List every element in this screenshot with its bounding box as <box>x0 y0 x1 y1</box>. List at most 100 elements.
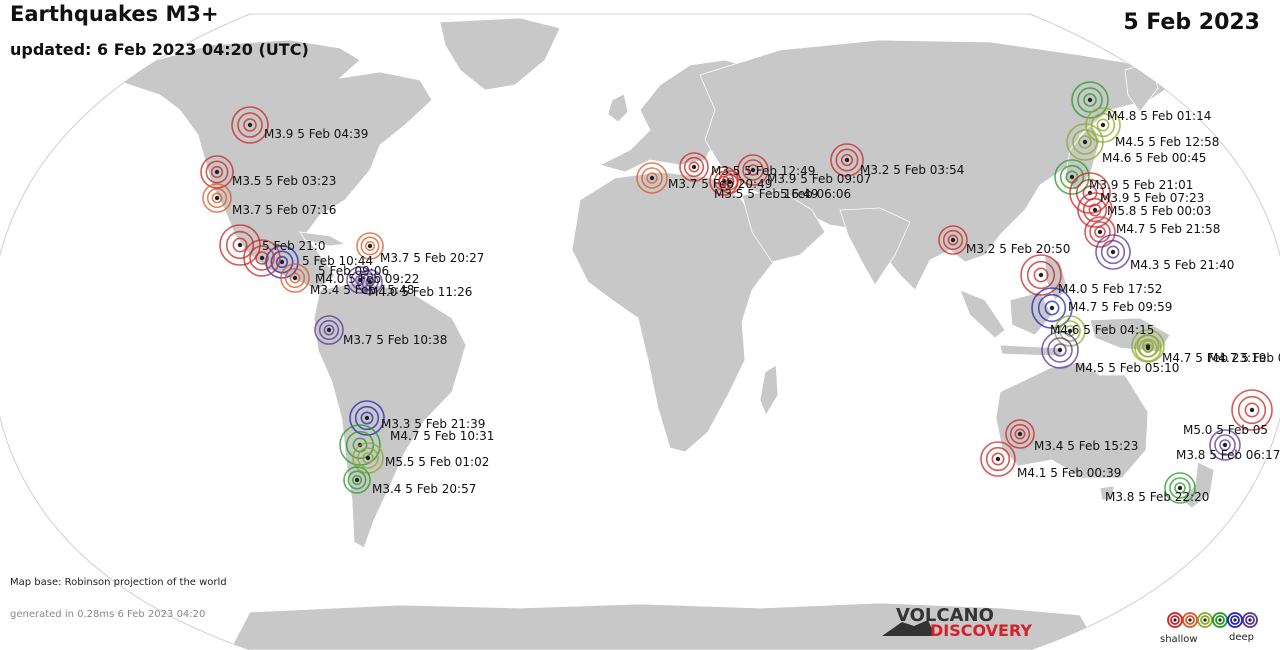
earthquake-ring <box>947 234 959 246</box>
earthquake-marker[interactable] <box>349 400 385 436</box>
earthquake-ring <box>1096 118 1110 132</box>
earthquake-ring <box>360 411 374 425</box>
britain-land <box>607 93 629 123</box>
earthquake-label: M3.5 5 Feb 16:49 <box>714 187 818 201</box>
earthquake-marker[interactable] <box>343 466 371 494</box>
earthquake-ring <box>202 183 232 213</box>
earthquake-marker[interactable] <box>1020 254 1062 296</box>
earthquake-ring <box>1095 234 1131 270</box>
earthquake-label: M3.7 5 Feb 20:49 <box>668 177 772 191</box>
arabia-land <box>741 189 826 263</box>
earthquake-marker[interactable] <box>1134 334 1162 362</box>
earthquake-ring <box>1094 226 1106 238</box>
earthquake-marker[interactable] <box>1084 216 1116 248</box>
earthquake-marker[interactable] <box>737 154 769 186</box>
earthquake-marker[interactable] <box>356 232 384 260</box>
earthquake-ring <box>835 148 859 172</box>
earthquake-ring <box>361 273 379 291</box>
earthquake-marker[interactable] <box>352 442 384 474</box>
earthquake-epicenter <box>750 167 756 173</box>
earthquake-ring <box>255 251 269 265</box>
earthquake-marker[interactable] <box>830 143 864 177</box>
earthquake-epicenter <box>259 255 265 261</box>
earthquake-ring <box>1014 428 1026 440</box>
earthquake-marker[interactable] <box>1005 419 1035 449</box>
earthquake-ring <box>1100 239 1126 265</box>
earthquake-ring <box>636 162 668 194</box>
earthquake-label: M4.8 5 Feb 01:14 <box>1107 109 1211 123</box>
legend-dot <box>1233 618 1237 622</box>
earthquake-marker[interactable] <box>1031 287 1073 329</box>
earthquake-marker[interactable] <box>1054 315 1086 347</box>
earthquake-marker[interactable] <box>1231 389 1273 431</box>
earthquake-marker[interactable] <box>679 152 709 182</box>
earthquake-marker[interactable] <box>636 162 668 194</box>
earthquake-label: M4.7 5 Feb 10:31 <box>390 429 494 443</box>
earthquake-ring <box>1064 325 1076 337</box>
legend-dot <box>1203 618 1207 622</box>
earthquake-ring <box>747 164 759 176</box>
earthquake-ring <box>243 239 281 277</box>
earthquake-ring <box>718 170 742 194</box>
earthquake-marker[interactable] <box>200 155 234 189</box>
legend-ring <box>1230 615 1240 625</box>
earthquake-ring <box>742 159 764 181</box>
earthquake-label: M3.3 5 Feb 21:39 <box>381 417 485 431</box>
earthquake-label: M4.6 5 Feb 00:45 <box>1102 151 1206 165</box>
earthquake-ring <box>1077 192 1113 228</box>
earthquake-ring <box>1053 343 1067 357</box>
earthquake-ring <box>362 452 374 464</box>
earthquake-marker[interactable] <box>1071 81 1109 119</box>
legend-ring <box>1185 615 1195 625</box>
earthquake-epicenter <box>247 122 253 128</box>
earthquake-marker[interactable] <box>1077 192 1113 228</box>
legend-ring <box>1242 612 1258 628</box>
earthquake-label: M5.5 5 Feb 01:02 <box>385 455 489 469</box>
legend-ring <box>1200 615 1210 625</box>
earthquake-label: M3.5 5 Feb 12:49 <box>711 164 815 178</box>
page-title: Earthquakes M3+ <box>10 2 219 26</box>
earthquake-ring <box>318 319 340 341</box>
volcano-icon <box>882 620 935 636</box>
earthquake-ring <box>1231 389 1273 431</box>
earthquake-epicenter <box>279 259 285 265</box>
earthquake-ring <box>1174 482 1186 494</box>
legend-ring <box>1245 615 1255 625</box>
earthquake-epicenter <box>995 456 1001 462</box>
earthquake-marker[interactable] <box>280 263 310 293</box>
earthquake-marker[interactable] <box>718 170 742 194</box>
earthquake-marker[interactable] <box>980 441 1016 477</box>
earthquake-marker[interactable] <box>1164 472 1196 504</box>
earthquake-marker[interactable] <box>243 239 281 277</box>
earthquake-label: M4.5 5 Feb 05:10 <box>1075 361 1179 375</box>
earthquake-ring <box>646 172 658 184</box>
earthquake-ring <box>1214 434 1236 456</box>
earthquake-ring <box>1088 203 1102 217</box>
earthquake-marker[interactable] <box>314 315 344 345</box>
earthquake-marker[interactable] <box>1066 123 1104 161</box>
earthquake-marker[interactable] <box>1095 234 1131 270</box>
volcano-discovery-logo: VOLCANO DISCOVERY <box>882 605 1032 640</box>
earthquake-label: M3.7 5 Feb 10:38 <box>343 333 447 347</box>
earthquake-ring <box>830 143 864 177</box>
earthquake-ring <box>1072 129 1098 155</box>
earthquake-marker[interactable] <box>1209 429 1241 461</box>
earthquake-ring <box>980 441 1016 477</box>
caribbean-land <box>299 231 347 247</box>
earthquake-marker[interactable] <box>1054 159 1090 195</box>
earthquake-ring <box>345 430 375 460</box>
earthquake-marker[interactable] <box>219 224 261 266</box>
earthquake-ring <box>1138 338 1158 358</box>
earthquake-ring <box>211 192 223 204</box>
earthquake-epicenter <box>1049 305 1055 311</box>
earthquake-marker[interactable] <box>938 225 968 255</box>
earthquake-ring <box>1244 402 1260 418</box>
earthquake-marker[interactable] <box>357 269 383 295</box>
earthquake-ring <box>1219 439 1231 451</box>
earthquake-label: 5 Feb 10:44 <box>302 254 373 268</box>
earthquake-ring <box>360 236 380 256</box>
earthquake-marker[interactable] <box>231 106 269 144</box>
earthquake-marker[interactable] <box>202 183 232 213</box>
earthquake-label: M4.0 5 Feb 17:52 <box>1058 282 1162 296</box>
earthquake-marker[interactable] <box>1041 331 1079 369</box>
